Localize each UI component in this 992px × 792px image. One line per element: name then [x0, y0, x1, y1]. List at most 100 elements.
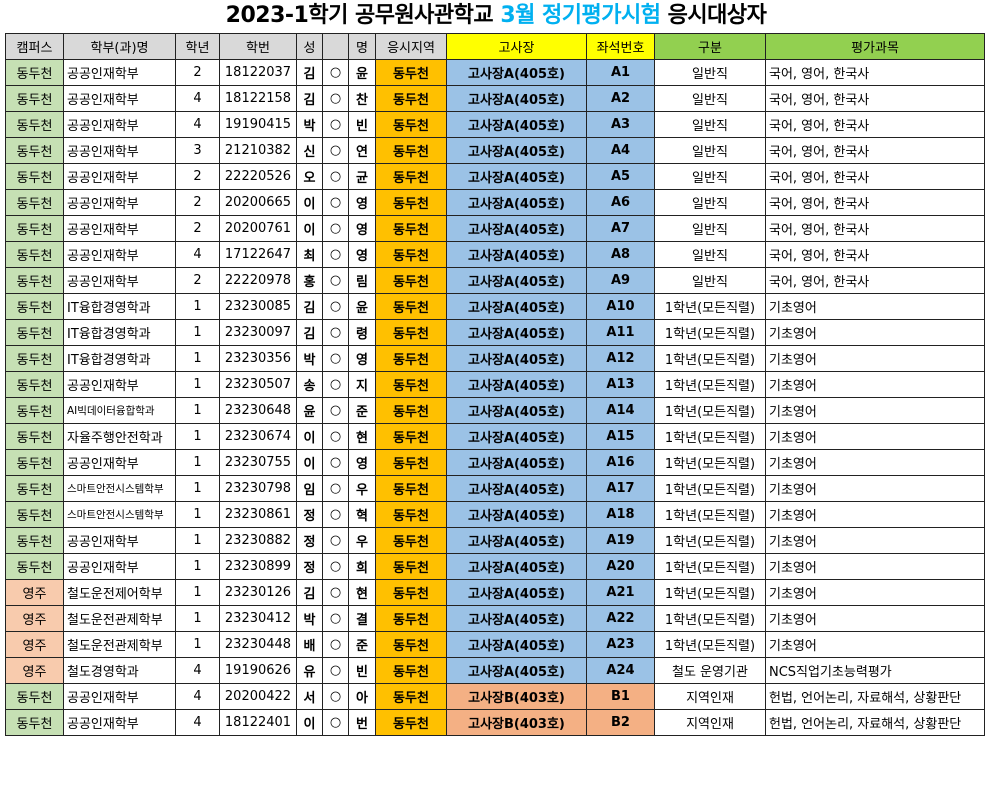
cell-category: 1학년(모든직렬)	[654, 449, 766, 476]
cell-campus: 동두천	[5, 475, 64, 502]
cell-exam-room: 고사장A(405호)	[446, 189, 587, 216]
cell-exam-room: 고사장A(405호)	[446, 553, 587, 580]
cell-category: 1학년(모든직렬)	[654, 527, 766, 554]
cell-exam-subjects: 기초영어	[765, 371, 985, 398]
cell-given-name: 우	[348, 475, 376, 502]
cell-campus: 동두천	[5, 241, 64, 268]
cell-department: 공공인재학부	[63, 163, 176, 190]
cell-given-name: 영	[348, 189, 376, 216]
cell-exam-region: 동두천	[375, 475, 447, 502]
cell-department: 공공인재학부	[63, 215, 176, 242]
cell-department: AI빅데이터융합학과	[63, 397, 176, 424]
cell-exam-subjects: 기초영어	[765, 423, 985, 450]
cell-surname: 유	[296, 657, 323, 684]
cell-student-id: 20200761	[219, 215, 297, 242]
cell-grade: 4	[175, 241, 220, 268]
cell-exam-region: 동두천	[375, 605, 447, 632]
cell-masked-name: ○	[322, 631, 349, 658]
cell-seat-number: A19	[586, 527, 655, 554]
cell-exam-subjects: 기초영어	[765, 475, 985, 502]
cell-surname: 신	[296, 137, 323, 164]
cell-campus: 동두천	[5, 683, 64, 710]
cell-seat-number: A8	[586, 241, 655, 268]
cell-exam-subjects: 국어, 영어, 한국사	[765, 163, 985, 190]
cell-grade: 2	[175, 267, 220, 294]
cell-exam-subjects: 국어, 영어, 한국사	[765, 215, 985, 242]
cell-grade: 2	[175, 189, 220, 216]
cell-surname: 최	[296, 241, 323, 268]
table-row: 동두천 스마트안전시스템학부 1 23230861 정 ○ 혁 동두천 고사장A(405호) A1…	[5, 501, 985, 528]
cell-exam-region: 동두천	[375, 59, 447, 86]
cell-department: 공공인재학부	[63, 111, 176, 138]
table-row: 영주 철도운전관제학부 1 23230448 배 ○ 준 동두천 고사장A(405호) A23 1학…	[5, 631, 985, 658]
cell-campus: 동두천	[5, 371, 64, 398]
cell-category: 1학년(모든직렬)	[654, 293, 766, 320]
cell-masked-name: ○	[322, 215, 349, 242]
cell-student-id: 20200422	[219, 683, 297, 710]
cell-masked-name: ○	[322, 605, 349, 632]
cell-exam-subjects: 기초영어	[765, 345, 985, 372]
cell-department: 철도운전관제학부	[63, 605, 176, 632]
cell-surname: 박	[296, 605, 323, 632]
cell-category: 1학년(모든직렬)	[654, 475, 766, 502]
cell-seat-number: B1	[586, 683, 655, 710]
cell-given-name: 아	[348, 683, 376, 710]
cell-seat-number: A12	[586, 345, 655, 372]
cell-exam-room: 고사장A(405호)	[446, 59, 587, 86]
cell-exam-room: 고사장A(405호)	[446, 293, 587, 320]
cell-exam-room: 고사장A(405호)	[446, 631, 587, 658]
cell-surname: 정	[296, 553, 323, 580]
cell-seat-number: A23	[586, 631, 655, 658]
cell-student-id: 23230882	[219, 527, 297, 554]
cell-campus: 동두천	[5, 163, 64, 190]
table-row: 동두천 공공인재학부 2 22220526 오 ○ 균 동두천 고사장A(405호) A5 일반직 국…	[5, 163, 985, 190]
cell-student-id: 21210382	[219, 137, 297, 164]
cell-campus: 동두천	[5, 59, 64, 86]
cell-surname: 김	[296, 59, 323, 86]
cell-department: IT융합경영학과	[63, 345, 176, 372]
header-row: 캠퍼스 학부(과)명 학년 학번 성 명 응시지역 고사장 좌석번호 구분 평가과목	[5, 33, 985, 60]
table-row: 동두천 공공인재학부 4 20200422 서 ○ 아 동두천 고사장B(403호) B1 지역인재…	[5, 683, 985, 710]
cell-department: 철도운전제어학부	[63, 579, 176, 606]
cell-exam-region: 동두천	[375, 111, 447, 138]
cell-campus: 동두천	[5, 293, 64, 320]
column-header-masked-name	[322, 33, 349, 60]
cell-exam-subjects: 기초영어	[765, 631, 985, 658]
cell-grade: 2	[175, 163, 220, 190]
cell-department: 철도운전관제학부	[63, 631, 176, 658]
cell-category: 1학년(모든직렬)	[654, 631, 766, 658]
cell-campus: 영주	[5, 631, 64, 658]
cell-campus: 동두천	[5, 319, 64, 346]
cell-student-id: 23230097	[219, 319, 297, 346]
cell-grade: 1	[175, 371, 220, 398]
cell-exam-region: 동두천	[375, 267, 447, 294]
cell-student-id: 18122158	[219, 85, 297, 112]
cell-campus: 동두천	[5, 449, 64, 476]
cell-surname: 김	[296, 319, 323, 346]
column-header-seat-number: 좌석번호	[586, 33, 655, 60]
cell-grade: 4	[175, 85, 220, 112]
cell-masked-name: ○	[322, 397, 349, 424]
cell-masked-name: ○	[322, 345, 349, 372]
cell-surname: 이	[296, 189, 323, 216]
cell-category: 일반직	[654, 59, 766, 86]
cell-exam-region: 동두천	[375, 85, 447, 112]
cell-surname: 김	[296, 85, 323, 112]
cell-surname: 배	[296, 631, 323, 658]
table-row: 동두천 IT융합경영학과 1 23230097 김 ○ 령 동두천 고사장A(405호) A11 1…	[5, 319, 985, 346]
cell-category: 1학년(모든직렬)	[654, 371, 766, 398]
cell-seat-number: A24	[586, 657, 655, 684]
column-header-exam-room: 고사장	[446, 33, 587, 60]
cell-exam-room: 고사장A(405호)	[446, 579, 587, 606]
cell-surname: 오	[296, 163, 323, 190]
cell-grade: 1	[175, 345, 220, 372]
table-row: 동두천 공공인재학부 1 23230755 이 ○ 영 동두천 고사장A(405호) A16 1학년…	[5, 449, 985, 476]
cell-exam-region: 동두천	[375, 137, 447, 164]
column-header-student-id: 학번	[219, 33, 297, 60]
cell-department: 공공인재학부	[63, 85, 176, 112]
cell-exam-room: 고사장A(405호)	[446, 345, 587, 372]
cell-campus: 동두천	[5, 397, 64, 424]
cell-campus: 동두천	[5, 527, 64, 554]
cell-grade: 1	[175, 527, 220, 554]
column-header-given-name: 명	[348, 33, 376, 60]
